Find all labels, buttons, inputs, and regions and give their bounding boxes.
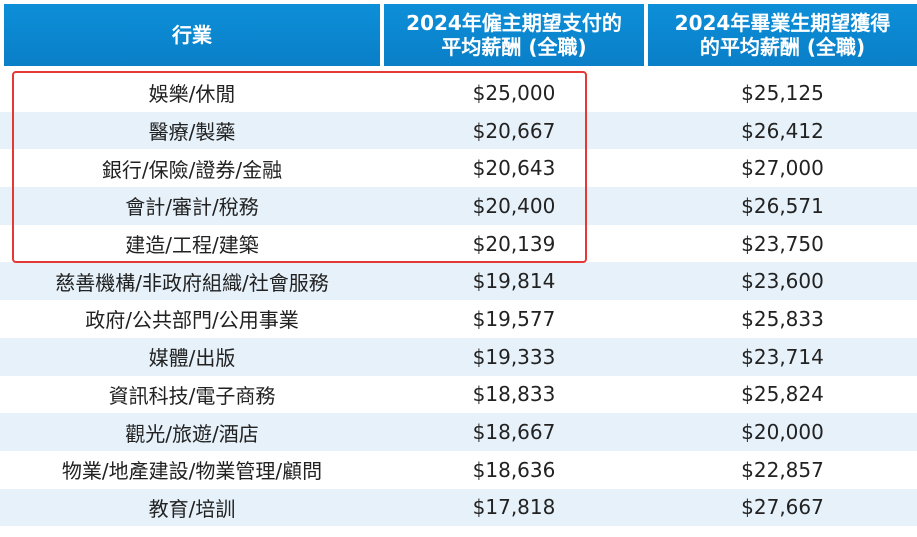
table-row: 資訊科技/電子商務 $18,833 $25,824 bbox=[0, 376, 917, 414]
industry-cell: 教育/培訓 bbox=[148, 496, 236, 521]
header-industry: 行業 bbox=[4, 4, 380, 66]
table-row: 教育/培訓 $17,818 $27,667 bbox=[0, 488, 917, 527]
employer-salary-cell: $18,667 bbox=[472, 420, 556, 445]
graduate-salary-cell: $23,714 bbox=[741, 344, 824, 369]
industry-cell: 娛樂/休閒 bbox=[148, 82, 236, 107]
industry-cell: 慈善機構/非政府組織/社會服務 bbox=[55, 270, 329, 295]
industry-cell: 物業/地產建設/物業管理/顧問 bbox=[61, 459, 323, 484]
industry-cell: 政府/公共部門/公用事業 bbox=[85, 308, 299, 333]
industry-cell: 會計/審計/稅務 bbox=[125, 195, 259, 220]
graduate-salary-cell: $23,600 bbox=[741, 269, 824, 294]
graduate-salary-cell: $20,000 bbox=[741, 420, 824, 445]
employer-salary-cell: $18,833 bbox=[472, 382, 556, 407]
table-row: 慈善機構/非政府組織/社會服務 $19,814 $23,600 bbox=[0, 262, 917, 301]
table-row: 娛樂/休閒 $25,000 $25,125 bbox=[0, 74, 917, 112]
table-row: 醫療/製藥 $20,667 $26,412 bbox=[0, 111, 917, 150]
graduate-salary-cell: $27,667 bbox=[741, 495, 824, 520]
industry-cell: 建造/工程/建築 bbox=[125, 233, 259, 258]
industry-cell: 銀行/保險/證券/金融 bbox=[101, 157, 283, 182]
employer-salary-cell: $25,000 bbox=[472, 80, 556, 105]
industry-cell: 媒體/出版 bbox=[148, 346, 236, 371]
header-employer-salary: 2024年僱主期望支付的 平均薪酬 (全職) bbox=[384, 4, 644, 66]
graduate-salary-cell: $25,833 bbox=[741, 306, 824, 331]
table-row: 建造/工程/建築 $20,139 $23,750 bbox=[0, 225, 917, 263]
table-row: 政府/公共部門/公用事業 $19,577 $25,833 bbox=[0, 300, 917, 338]
graduate-salary-cell: $23,750 bbox=[741, 231, 824, 256]
table-row: 銀行/保險/證券/金融 $20,643 $27,000 bbox=[0, 149, 917, 187]
graduate-salary-cell: $27,000 bbox=[741, 156, 824, 181]
employer-salary-cell: $19,814 bbox=[472, 269, 556, 294]
table-row: 媒體/出版 $19,333 $23,714 bbox=[0, 337, 917, 376]
employer-salary-cell: $20,400 bbox=[472, 193, 556, 218]
employer-salary-cell: $19,577 bbox=[472, 306, 556, 331]
industry-cell: 資訊科技/電子商務 bbox=[108, 383, 276, 408]
employer-salary-cell: $20,643 bbox=[472, 156, 556, 181]
employer-salary-cell: $18,636 bbox=[472, 457, 556, 482]
table-row: 物業/地產建設/物業管理/顧問 $18,636 $22,857 bbox=[0, 451, 917, 489]
graduate-salary-cell: $26,412 bbox=[741, 118, 824, 143]
table-header: 行業 2024年僱主期望支付的 平均薪酬 (全職) 2024年畢業生期望獲得 的… bbox=[0, 4, 917, 66]
employer-salary-cell: $20,667 bbox=[472, 118, 556, 143]
industry-cell: 觀光/旅遊/酒店 bbox=[125, 421, 259, 446]
employer-salary-cell: $17,818 bbox=[472, 495, 556, 520]
table-row: 觀光/旅遊/酒店 $18,667 $20,000 bbox=[0, 413, 917, 451]
graduate-salary-cell: $26,571 bbox=[741, 193, 824, 218]
table-body: 娛樂/休閒 $25,000 $25,125 醫療/製藥 $20,667 $26,412 銀行… bbox=[0, 74, 917, 527]
graduate-salary-cell: $25,824 bbox=[741, 382, 824, 407]
employer-salary-cell: $19,333 bbox=[472, 344, 556, 369]
table-row: 會計/審計/稅務 $20,400 $26,571 bbox=[0, 187, 917, 225]
employer-salary-cell: $20,139 bbox=[472, 231, 556, 256]
graduate-salary-cell: $25,125 bbox=[741, 80, 824, 105]
header-graduate-salary: 2024年畢業生期望獲得 的平均薪酬 (全職) bbox=[648, 4, 917, 66]
industry-cell: 醫療/製藥 bbox=[148, 120, 236, 145]
graduate-salary-cell: $22,857 bbox=[741, 457, 824, 482]
